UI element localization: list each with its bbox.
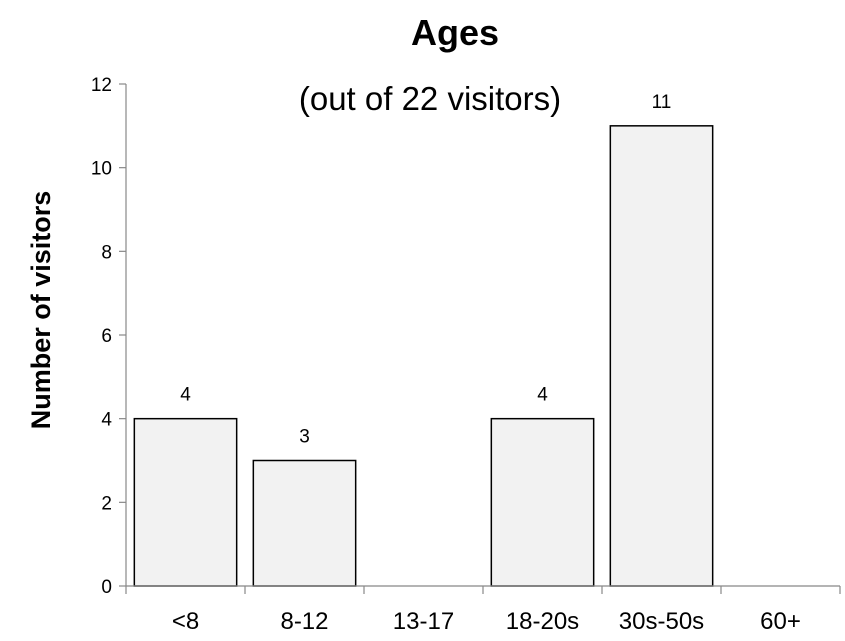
y-tick-label: 10 [91,159,112,180]
y-axis-label: Number of visitors [26,191,56,430]
bar [133,417,238,587]
y-tick-label: 4 [101,410,112,431]
y-tick-label: 0 [101,577,112,598]
x-tick-label: 13-17 [393,608,454,635]
y-axis: 0 2 4 6 8 10 12 [91,75,127,598]
bar [490,417,595,587]
x-tick-label: 18-20s [506,608,579,635]
y-tick-label: 12 [91,75,112,96]
bar [252,459,357,587]
chart-subtitle: (out of 22 visitors) [299,80,561,117]
bar [609,125,714,587]
chart-title: Ages [411,12,499,53]
y-tick-label: 6 [101,326,112,347]
x-tick-label: 8-12 [280,608,328,635]
data-label: 3 [299,427,310,448]
x-tick-label: 30s-50s [619,608,704,635]
data-label: 11 [652,92,672,113]
bars-group: 4 3 4 11 [133,92,714,587]
x-tick-label: <8 [172,608,199,635]
data-label: 4 [180,385,191,406]
y-tick-label: 2 [101,493,112,514]
data-label: 4 [537,385,548,406]
x-tick-label: 60+ [760,608,801,635]
y-tick-label: 8 [101,242,112,263]
x-axis: <8 8-12 13-17 18-20s 30s-50s 60+ [125,585,841,635]
